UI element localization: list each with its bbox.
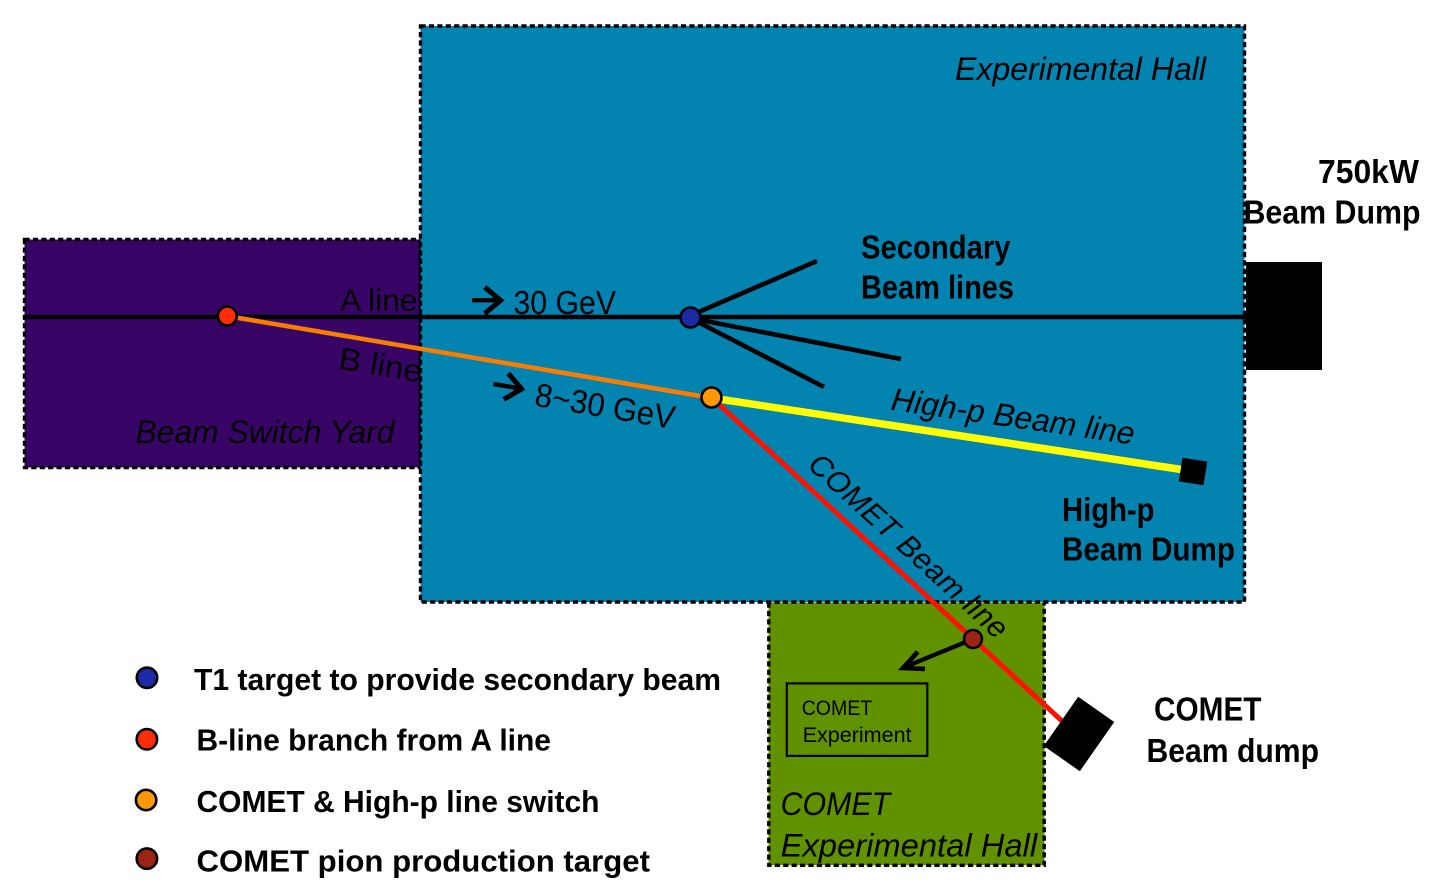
svg-text:Beam Dump: Beam Dump	[1244, 194, 1421, 231]
svg-text:Beam dump: Beam dump	[1147, 732, 1320, 769]
svg-text:750kW: 750kW	[1318, 153, 1420, 190]
svg-text:Experimental Hall: Experimental Hall	[955, 51, 1207, 87]
svg-text:COMET: COMET	[781, 786, 893, 822]
svg-text:COMET & High-p line switch: COMET & High-p line switch	[197, 784, 600, 819]
svg-text:Beam lines: Beam lines	[861, 268, 1014, 305]
svg-text:Experimental Hall: Experimental Hall	[781, 827, 1038, 863]
svg-text:Beam Switch Yard: Beam Switch Yard	[136, 414, 396, 450]
svg-text:30 GeV: 30 GeV	[514, 284, 617, 321]
svg-text:COMET: COMET	[1154, 691, 1262, 728]
svg-text:COMET pion production target: COMET pion production target	[197, 844, 651, 879]
svg-text:COMET: COMET	[802, 696, 873, 720]
svg-text:T1 target to provide secondary: T1 target to provide secondary beam	[194, 662, 721, 697]
svg-text:Experiment: Experiment	[803, 723, 912, 747]
svg-text:Secondary: Secondary	[861, 229, 1011, 266]
svg-text:High-p: High-p	[1062, 491, 1155, 528]
svg-text:A line: A line	[340, 282, 418, 318]
svg-text:Beam Dump: Beam Dump	[1062, 530, 1235, 567]
svg-text:B-line branch from A line: B-line branch from A line	[197, 722, 552, 757]
